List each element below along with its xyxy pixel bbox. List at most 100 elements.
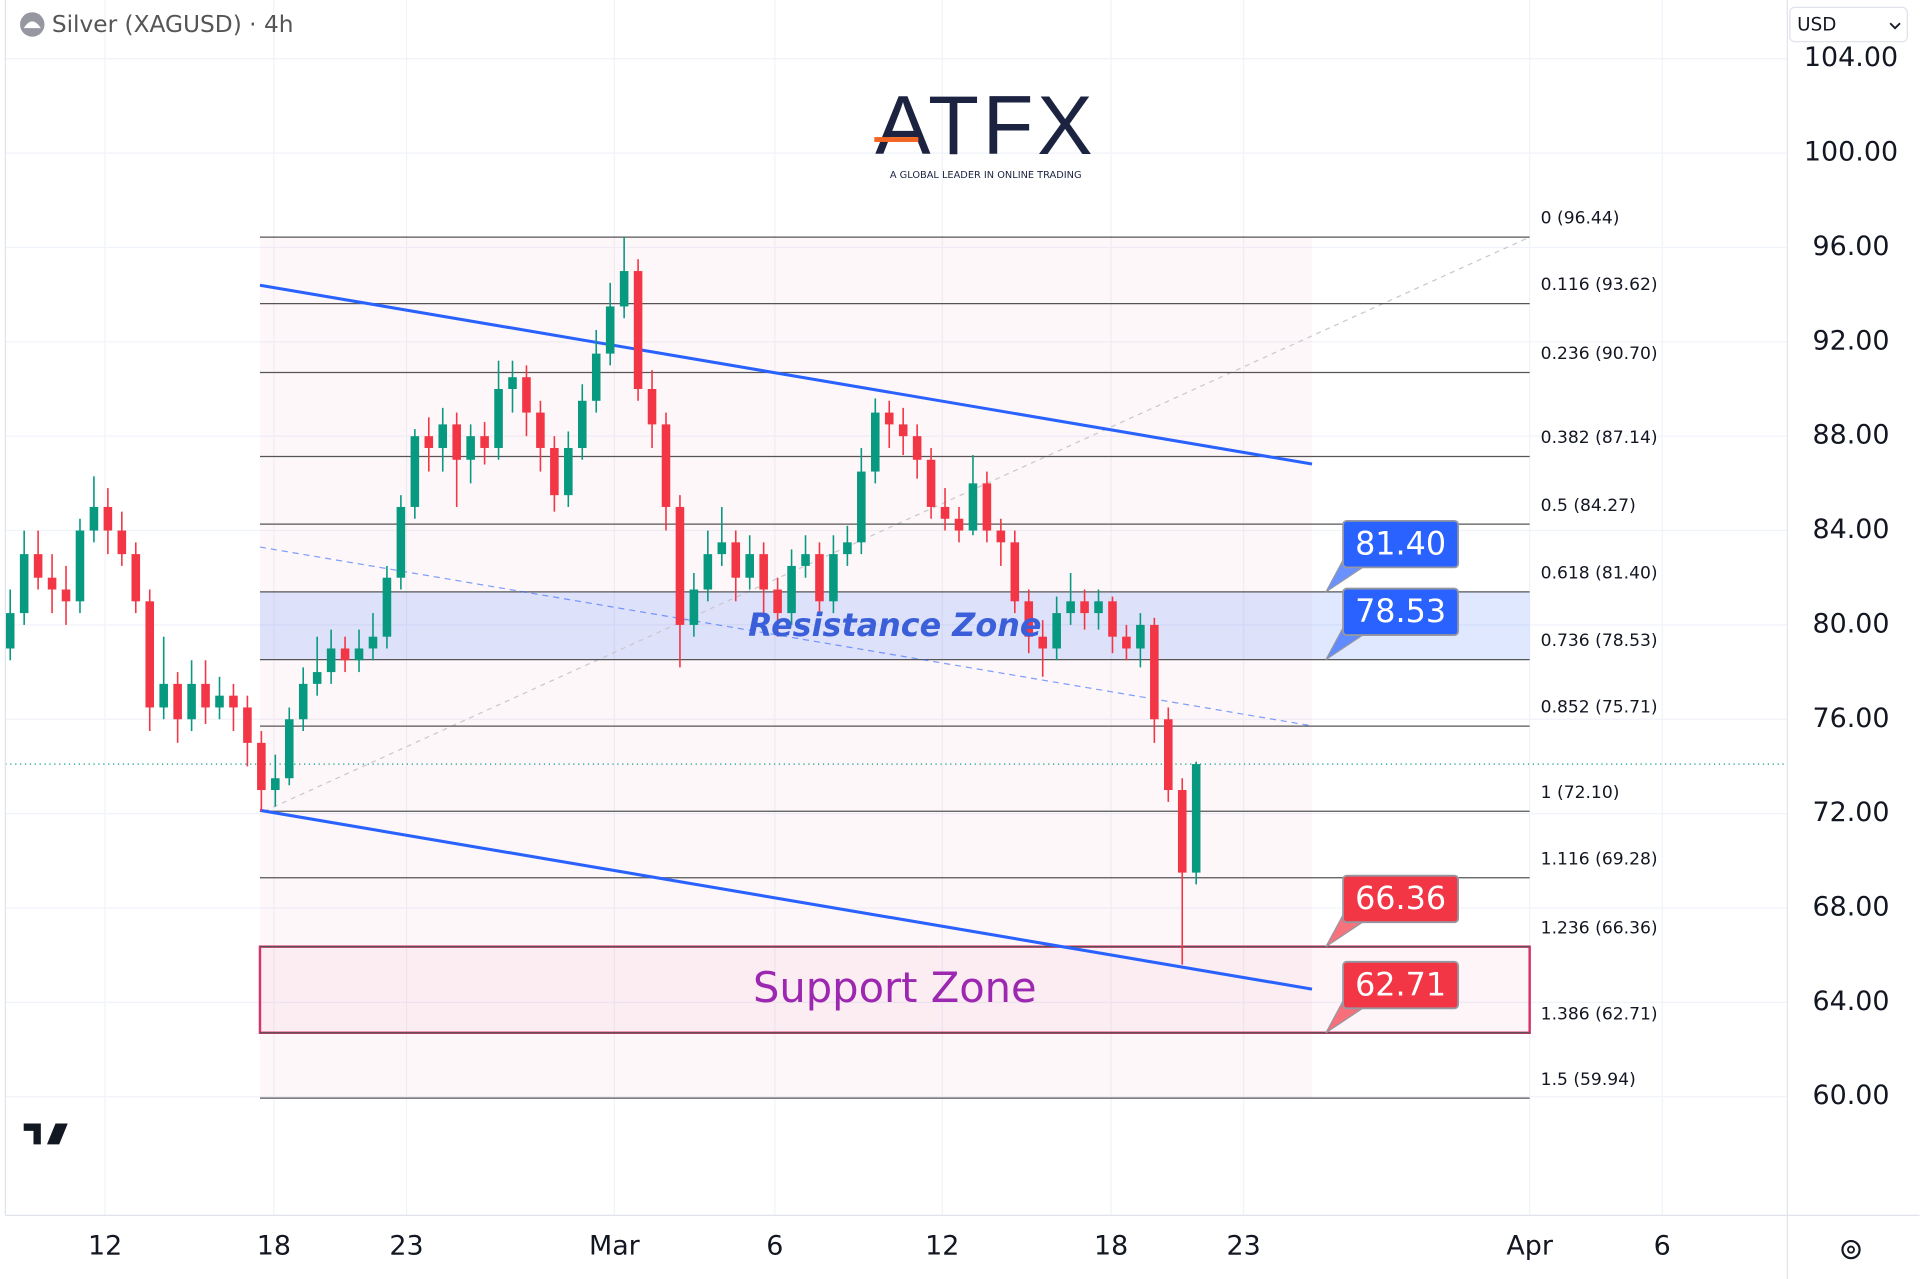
- zone: [258, 945, 1531, 1034]
- labels: 104.00 100.00 96.00 92.00 88.00 84.00 80.00 76.…: [88, 42, 1898, 1261]
- candle-body: [731, 542, 741, 578]
- candle-body: [982, 483, 992, 531]
- y-tick-label: 68.00: [1813, 891, 1890, 922]
- price-label-box: [1342, 960, 1460, 1010]
- price-label-text: 62.71: [1355, 965, 1446, 1003]
- fib-label: 1.5 (59.94): [1541, 1070, 1636, 1090]
- fib-label: 0.236 (90.70): [1541, 344, 1658, 364]
- candle-body: [424, 436, 434, 448]
- y-tick-label: 72.00: [1813, 797, 1890, 828]
- candle-body: [201, 683, 210, 708]
- price-label-text: 81.40: [1355, 524, 1446, 562]
- price-label-text: 66.36: [1355, 879, 1446, 917]
- fib-label: 0.5 (84.27): [1541, 496, 1636, 516]
- symbol-icon-shape: [23, 21, 41, 29]
- y-tick-label: 100.00: [1804, 137, 1898, 168]
- candle-body: [271, 778, 280, 791]
- candle-body: [884, 412, 894, 425]
- x-tick-label: 6: [766, 1231, 783, 1262]
- candle-body: [564, 447, 573, 496]
- candle-body: [689, 589, 699, 625]
- zone-label: Support Zone: [753, 963, 1037, 1012]
- candle-body: [1108, 601, 1117, 637]
- candle-body: [89, 506, 99, 531]
- candle-body: [1052, 613, 1061, 649]
- channel-upper: [259, 283, 1313, 466]
- candle-body: [75, 530, 85, 602]
- channel-lower: [259, 808, 1313, 991]
- candle-body: [1038, 636, 1047, 649]
- candle-body: [61, 589, 71, 602]
- candle-body: [340, 648, 350, 661]
- candle-body: [759, 554, 768, 590]
- x-tick-label: 23: [1227, 1231, 1261, 1262]
- candle-body: [968, 483, 978, 531]
- candle-body: [703, 554, 713, 590]
- price-label-box: [1342, 874, 1460, 924]
- candle-body: [829, 554, 838, 602]
- candle-body: [368, 636, 378, 649]
- candle-body: [187, 683, 196, 720]
- candle-body: [1177, 790, 1187, 873]
- candle-body: [508, 377, 517, 389]
- fib-label: 0.382 (87.14): [1541, 428, 1658, 448]
- candle-body: [926, 459, 936, 507]
- fib-label: 0.618 (81.40): [1541, 564, 1658, 584]
- candle-body: [940, 506, 950, 519]
- logo-tagline: A GLOBAL LEADER IN ONLINE TRADING: [890, 170, 1082, 181]
- candle-body: [438, 424, 448, 448]
- candle-body: [19, 554, 29, 614]
- fib-label: 1.116 (69.28): [1541, 849, 1658, 869]
- candle-body: [843, 542, 852, 555]
- candle-body: [354, 648, 364, 661]
- x-tick-label: Mar: [589, 1231, 641, 1262]
- candle-body: [815, 554, 824, 602]
- candle-body: [647, 388, 657, 425]
- settings-icon[interactable]: [1841, 1239, 1861, 1260]
- y-tick-label: 104.00: [1804, 42, 1898, 73]
- candle-body: [870, 412, 880, 472]
- currency-chevron: [1889, 22, 1901, 30]
- candle-body: [577, 400, 587, 448]
- candle-body: [745, 554, 754, 578]
- candle-body: [257, 742, 266, 791]
- y-tick-label: 92.00: [1813, 325, 1890, 356]
- candle-body: [131, 554, 141, 602]
- candle-body: [550, 447, 559, 496]
- candle-body: [633, 271, 643, 389]
- candle-body: [382, 577, 392, 637]
- candle-body: [480, 436, 489, 448]
- candle-body: [1122, 636, 1131, 649]
- fib-label: 1.236 (66.36): [1541, 918, 1658, 938]
- y-tick-label: 80.00: [1813, 608, 1890, 639]
- candle-body: [801, 554, 810, 566]
- currency-select[interactable]: [1789, 6, 1908, 43]
- candle-body: [452, 424, 461, 460]
- x-tick-label: 12: [88, 1231, 122, 1262]
- currency-label: USD: [1797, 15, 1836, 36]
- candle-body: [605, 306, 615, 354]
- candle-body: [47, 577, 57, 590]
- zone-label: Resistance Zone: [748, 606, 1041, 644]
- chart-title: Silver (XAGUSD) · 4h: [52, 11, 294, 38]
- candle-body: [466, 436, 475, 460]
- price-label-box: [1342, 587, 1460, 637]
- drawings: [5, 236, 1788, 1099]
- x-tick-label: 23: [389, 1231, 423, 1262]
- candle-body: [326, 648, 336, 673]
- logo-text: ATFX: [875, 79, 1096, 172]
- candle-body: [1136, 624, 1145, 649]
- candles: [5, 237, 1201, 965]
- fib-label: 0 (96.44): [1541, 209, 1620, 229]
- candle-body: [284, 719, 294, 779]
- price-label-text: 78.53: [1355, 592, 1446, 630]
- candle-body: [159, 683, 168, 708]
- candle-body: [173, 683, 182, 720]
- candle-body: [787, 565, 796, 614]
- fib-label: 1 (72.10): [1541, 783, 1620, 803]
- candle-body: [1066, 601, 1075, 614]
- candle-body: [912, 436, 922, 460]
